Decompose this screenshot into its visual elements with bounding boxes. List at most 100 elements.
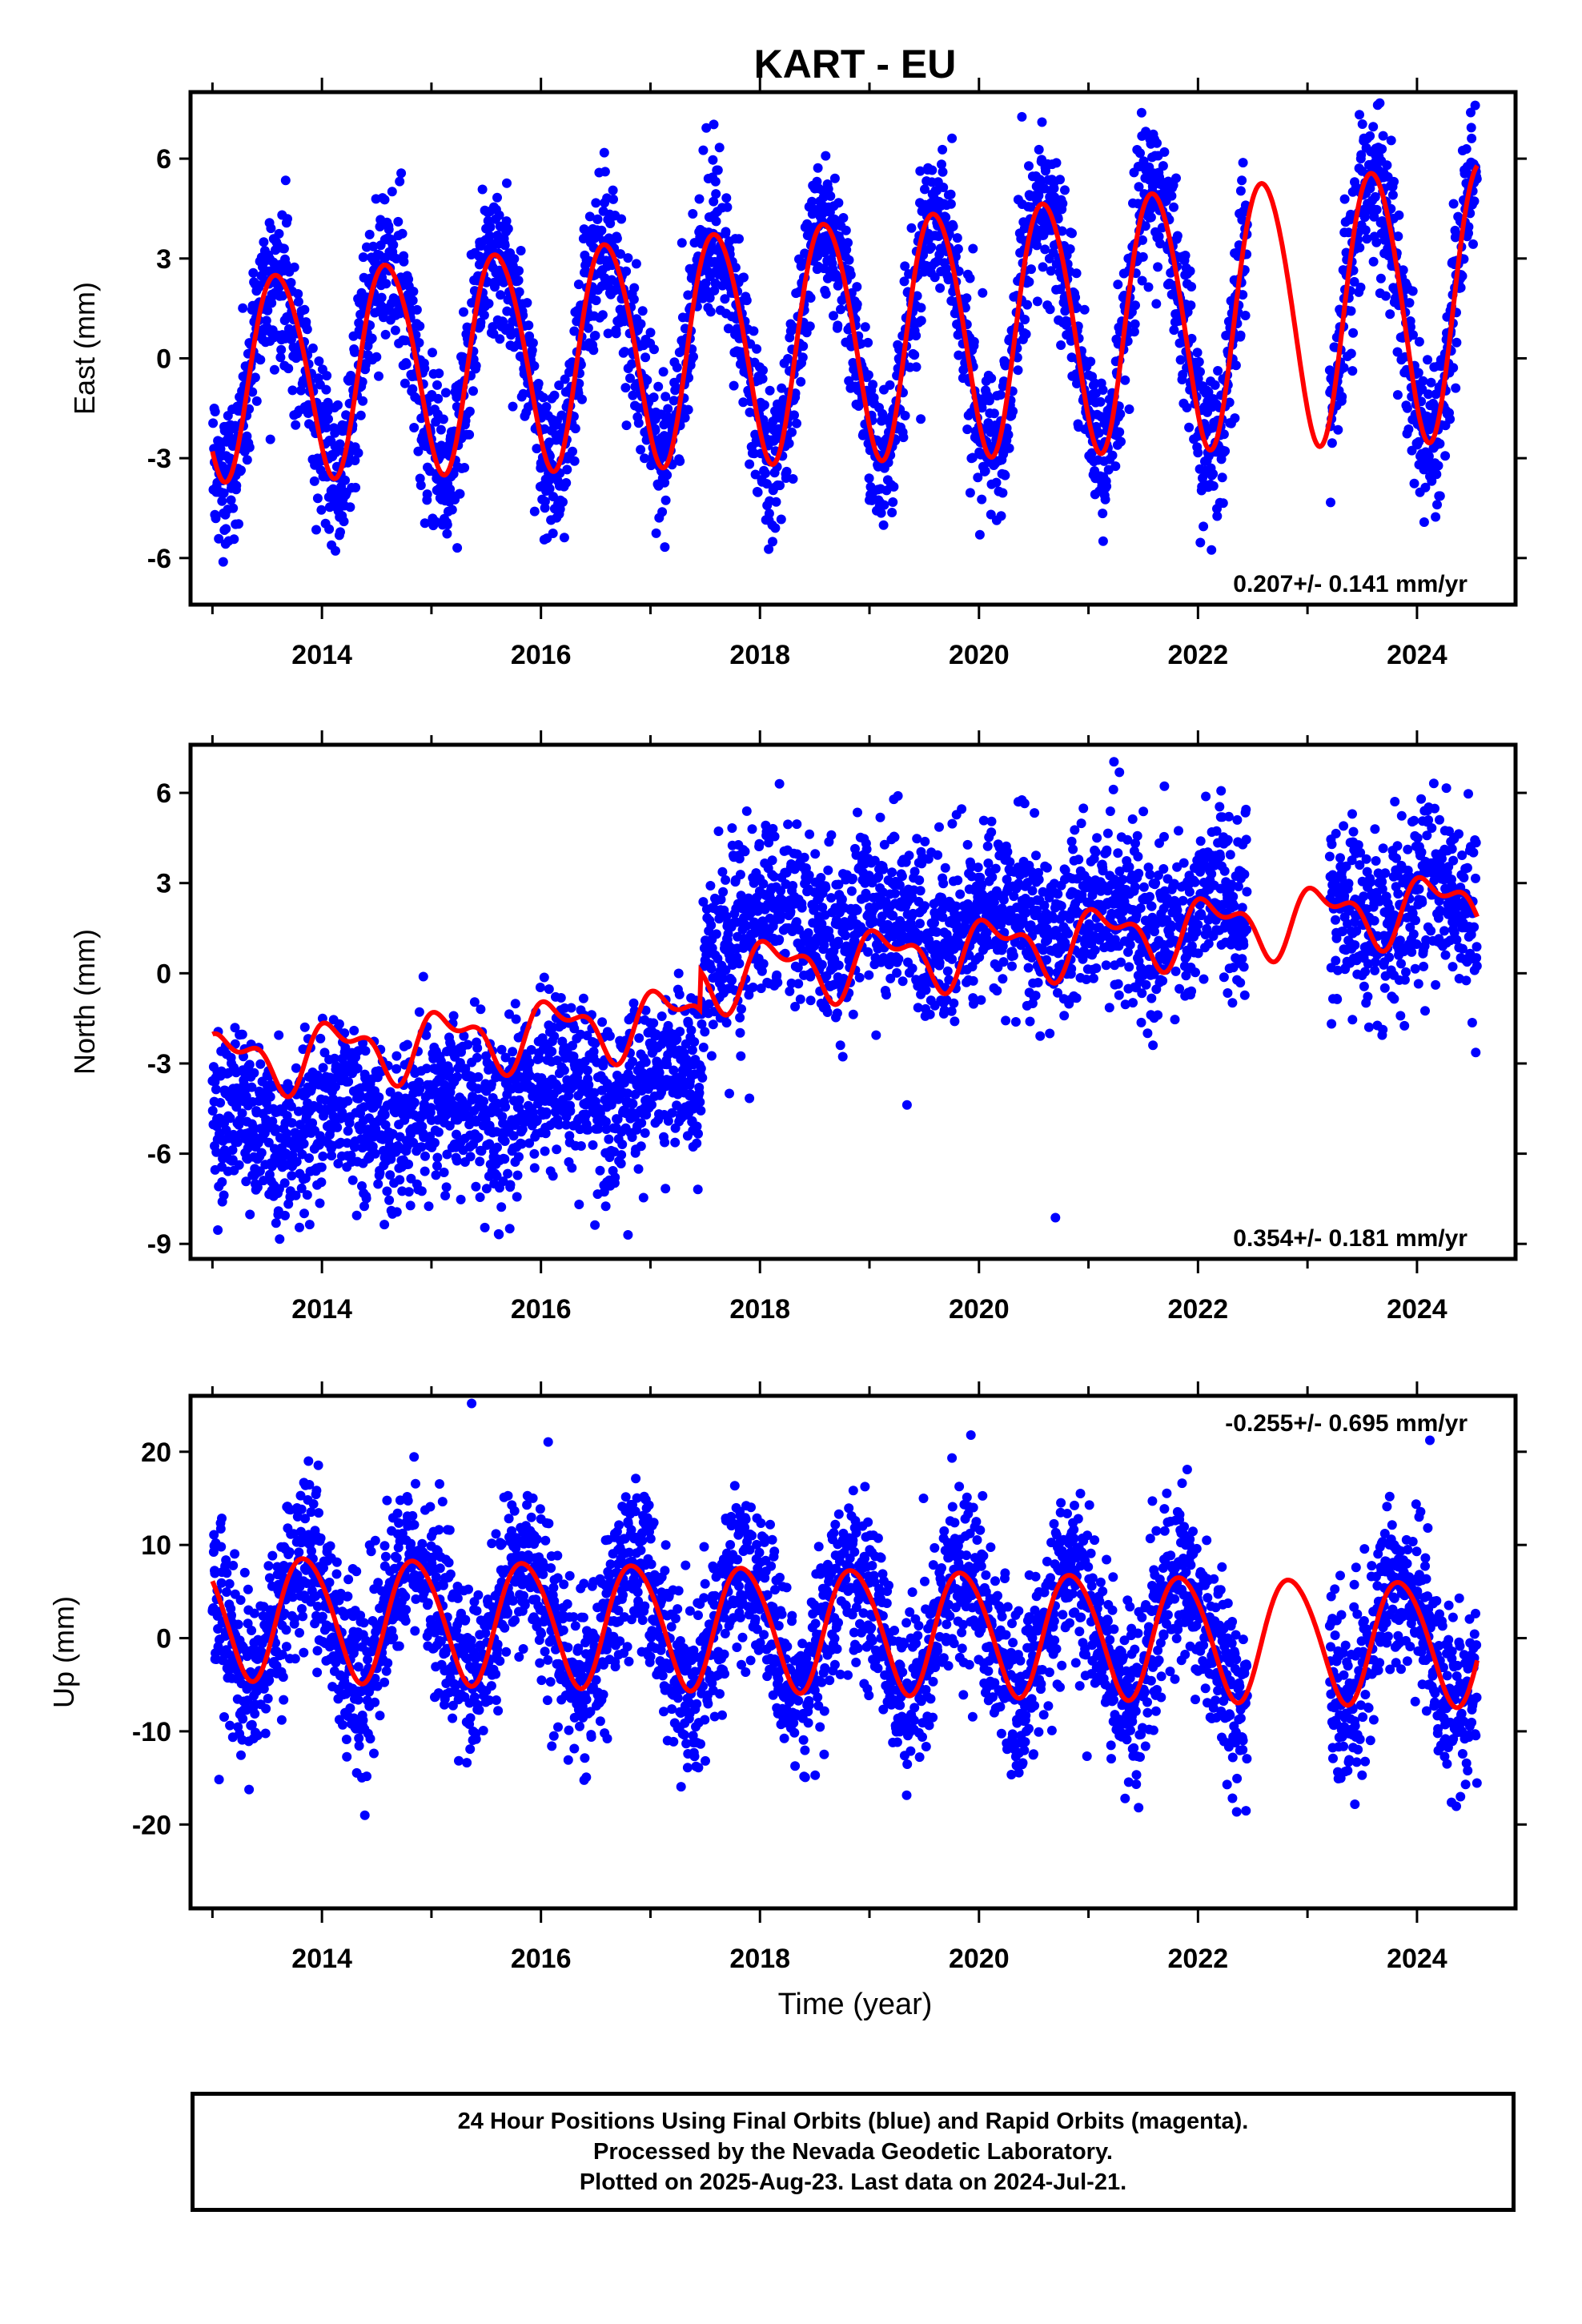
east-data-point: [878, 520, 889, 530]
east-data-point: [721, 227, 731, 237]
east-data-point: [1134, 182, 1144, 192]
east-data-point: [276, 344, 287, 355]
east-data-point: [583, 323, 593, 333]
east-data-point: [661, 495, 671, 505]
north-data-point: [500, 1136, 510, 1146]
east-data-point: [364, 229, 375, 239]
north-data-point: [277, 1269, 287, 1278]
east-data-point: [244, 442, 255, 452]
east-data-point: [1040, 244, 1050, 255]
east-data-point: [1032, 296, 1042, 307]
east-data-point: [335, 439, 345, 449]
east-data-point: [1406, 322, 1415, 332]
east-data-point: [1450, 225, 1460, 235]
east-data-point: [616, 214, 627, 224]
east-data-point: [651, 528, 661, 538]
east-data-point: [926, 242, 937, 252]
east-data-point: [408, 296, 418, 306]
east-data-point: [1392, 390, 1403, 400]
east-data-point: [694, 194, 705, 204]
east-data-point: [764, 544, 774, 554]
east-data-point: [236, 465, 246, 476]
east-data-point: [1195, 367, 1205, 377]
east-data-point: [1452, 337, 1462, 348]
north-data-point: [511, 1014, 521, 1024]
north-data-point: [582, 1065, 592, 1076]
north-data-point: [674, 989, 685, 999]
east-data-point: [1146, 212, 1156, 223]
east-data-point: [625, 373, 635, 384]
east-data-point: [569, 326, 580, 336]
east-data-point: [1408, 330, 1418, 340]
east-data-point: [1464, 222, 1474, 232]
x-axis-label: Time (year): [778, 1988, 933, 2021]
north-data-point: [465, 1152, 476, 1162]
east-data-point: [798, 341, 809, 352]
north-data-point: [358, 1038, 368, 1048]
east-data-point: [211, 513, 221, 524]
east-data-point: [1024, 161, 1034, 171]
east-data-point: [973, 472, 983, 483]
east-data-point: [941, 212, 951, 223]
north-data-point: [295, 1222, 304, 1232]
east-data-point: [608, 185, 618, 195]
east-data-point: [591, 198, 601, 208]
east-data-point: [677, 238, 687, 248]
north-data-point: [287, 1171, 297, 1181]
east-data-point: [1407, 286, 1418, 296]
east-data-point: [1375, 98, 1385, 108]
north-data-point: [693, 1128, 703, 1139]
north-data-point: [415, 1084, 425, 1094]
north-data-point: [384, 1195, 395, 1205]
east-data-point: [887, 508, 897, 517]
north-data-point: [696, 1105, 706, 1116]
east-data-point: [1038, 262, 1048, 272]
east-data-point: [1355, 282, 1366, 292]
east-data-point: [611, 328, 621, 339]
east-data-point: [675, 456, 685, 466]
north-data-point: [319, 1047, 330, 1058]
north-data-point: [291, 1156, 302, 1167]
east-data-point: [709, 196, 719, 207]
east-data-point: [1237, 175, 1247, 186]
east-data-point: [1124, 404, 1134, 414]
east-data-point: [1180, 251, 1191, 260]
east-data-point: [533, 379, 544, 388]
east-data-point: [502, 178, 512, 188]
north-data-point: [706, 920, 717, 931]
east-data-point: [1026, 202, 1036, 212]
north-data-point: [698, 1042, 709, 1052]
east-data-point: [416, 480, 426, 490]
east-data-point: [1100, 494, 1110, 505]
east-data-point: [569, 456, 580, 466]
east-data-point: [269, 364, 279, 375]
east-data-point: [640, 453, 649, 464]
north-data-point: [472, 1052, 482, 1063]
north-data-point: [359, 1201, 369, 1212]
north-data-point: [529, 1163, 540, 1173]
north-data-point: [397, 1186, 408, 1196]
east-data-point: [930, 272, 940, 283]
east-data-point: [323, 397, 333, 408]
north-data-point: [695, 1097, 705, 1108]
east-data-point: [215, 436, 225, 447]
east-data-point: [701, 123, 712, 133]
north-data-point: [494, 1229, 504, 1240]
north-data-point: [267, 1116, 278, 1127]
north-data-point: [574, 1200, 584, 1209]
north-data-point: [360, 1046, 371, 1056]
east-data-point: [1155, 239, 1166, 249]
north-data-point: [217, 1177, 227, 1187]
east-data-point: [1004, 443, 1014, 453]
east-data-point: [900, 261, 910, 271]
east-data-point: [1136, 107, 1146, 118]
east-data-point: [1053, 214, 1063, 224]
north-data-point: [387, 1128, 398, 1139]
east-data-point: [1130, 319, 1140, 329]
east-data-point: [729, 380, 739, 391]
north-data-point: [370, 1148, 380, 1159]
north-data-point: [241, 1092, 251, 1102]
north-data-point: [600, 1201, 611, 1212]
east-data-point: [312, 493, 323, 504]
east-data-point: [711, 216, 721, 227]
